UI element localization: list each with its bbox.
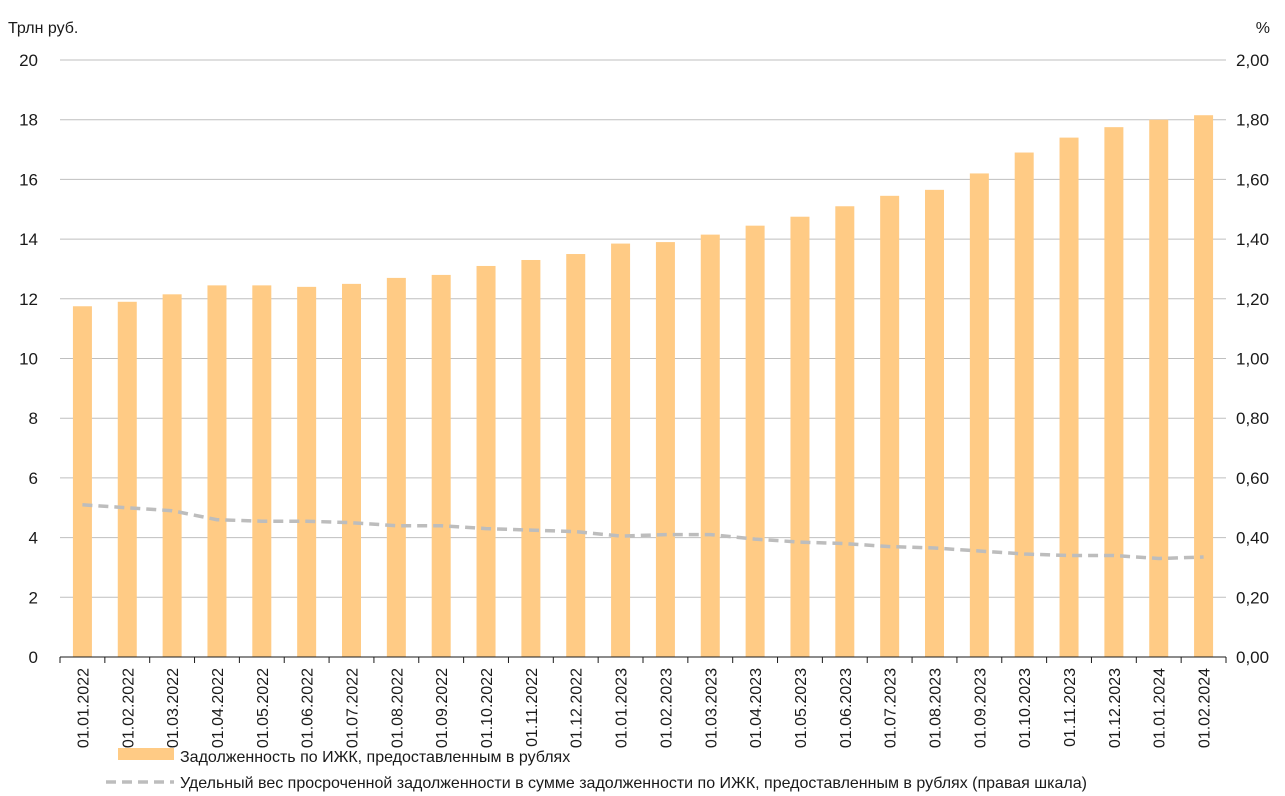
legend-bar-swatch xyxy=(118,748,174,760)
gridlines xyxy=(60,59,1226,598)
legend-line-label: Удельный вес просроченной задолженности … xyxy=(180,775,1087,792)
x-tick-label: 01.06.2022 xyxy=(300,668,317,748)
x-tick-label: 01.04.2022 xyxy=(210,668,227,748)
y-left-tick-label: 6 xyxy=(29,469,38,488)
x-tick-label: 01.05.2023 xyxy=(793,668,810,748)
y-left-tick-label: 18 xyxy=(19,111,38,130)
legend: Задолженность по ИЖК, предоставленным в … xyxy=(106,748,1087,792)
legend-bar-label: Задолженность по ИЖК, предоставленным в … xyxy=(180,749,570,766)
y-left-tick-label: 2 xyxy=(29,588,38,607)
y-right-tick-label: 1,60 xyxy=(1236,170,1269,189)
x-tick-label: 01.09.2022 xyxy=(434,668,451,748)
bar xyxy=(790,216,810,657)
right-axis-unit-label: % xyxy=(1256,20,1270,37)
y-left-tick-label: 16 xyxy=(19,170,38,189)
x-tick-label: 01.06.2023 xyxy=(838,668,855,748)
x-tick-label: 01.02.2024 xyxy=(1197,668,1214,748)
bar xyxy=(342,283,361,657)
bar xyxy=(162,294,182,657)
bar xyxy=(207,285,227,657)
bar xyxy=(1194,115,1214,657)
y-right-tick-label: 0,40 xyxy=(1236,529,1269,548)
bar xyxy=(969,173,989,657)
x-tick-label: 01.12.2023 xyxy=(1107,668,1124,748)
x-tick-label: 01.04.2023 xyxy=(748,668,765,748)
y-left-tick-label: 12 xyxy=(19,290,38,309)
axes: 0 2 4 6 8 10 12 14 16 18 20 0,00 0,20 0,40 0,60 0,80 1,0… xyxy=(19,51,1269,748)
y-right-tick-label: 1,80 xyxy=(1236,111,1269,130)
y-right-tick-label: 1,00 xyxy=(1236,350,1269,369)
left-axis-unit-label: Трлн руб. xyxy=(8,20,78,37)
x-tick-label: 01.10.2022 xyxy=(479,668,496,748)
x-tick-label: 01.07.2022 xyxy=(345,668,362,748)
bar xyxy=(1059,137,1079,658)
bar xyxy=(925,189,944,657)
bar xyxy=(880,195,900,657)
bar xyxy=(655,242,675,657)
bar xyxy=(700,234,720,657)
y-left-tick-label: 8 xyxy=(29,409,38,428)
x-tick-label: 01.02.2022 xyxy=(120,668,137,748)
x-tick-label: 01.03.2022 xyxy=(165,668,182,748)
bar xyxy=(1104,127,1124,658)
bar xyxy=(431,274,451,657)
y-left-tick-label: 20 xyxy=(19,51,38,70)
bar xyxy=(1149,119,1169,657)
x-tick-label: 01.12.2022 xyxy=(569,668,586,748)
bar xyxy=(117,301,137,657)
y-right-tick-label: 0,20 xyxy=(1236,588,1269,607)
bar xyxy=(835,206,855,657)
y-left-tick-label: 10 xyxy=(19,350,38,369)
x-tick-label: 01.05.2022 xyxy=(255,668,272,748)
bar-series xyxy=(72,115,1214,658)
bar xyxy=(521,259,541,657)
bar xyxy=(566,254,586,657)
bar xyxy=(745,225,765,658)
x-tick-label: 01.02.2023 xyxy=(658,668,675,748)
bar xyxy=(252,285,272,657)
x-tick-label: 01.08.2022 xyxy=(389,668,406,748)
y-right-tick-label: 2,00 xyxy=(1236,51,1269,70)
x-tick-label: 01.03.2023 xyxy=(703,668,720,748)
bar xyxy=(297,286,317,657)
bar xyxy=(476,265,496,657)
y-right-tick-label: 0,00 xyxy=(1236,648,1269,667)
y-right-tick-label: 1,40 xyxy=(1236,230,1269,249)
y-right-tick-label: 0,60 xyxy=(1236,469,1269,488)
x-tick-label: 01.11.2023 xyxy=(1062,668,1079,747)
line-series xyxy=(82,503,1204,561)
bar xyxy=(611,243,631,657)
line-series-path xyxy=(82,503,1204,561)
y-left-tick-label: 0 xyxy=(29,648,38,667)
y-left-tick-label: 4 xyxy=(29,529,38,548)
x-tick-label: 01.07.2023 xyxy=(883,668,900,748)
x-tick-label: 01.08.2023 xyxy=(928,668,945,748)
x-tick-label: 01.09.2023 xyxy=(972,668,989,748)
y-right-tick-label: 0,80 xyxy=(1236,409,1269,428)
bar xyxy=(72,306,92,657)
x-tick-label: 01.10.2023 xyxy=(1017,668,1034,748)
y-left-tick-label: 14 xyxy=(19,230,38,249)
x-tick-label: 01.01.2023 xyxy=(614,668,631,748)
x-tick-label: 01.01.2024 xyxy=(1152,668,1169,748)
x-tick-label: 01.11.2022 xyxy=(524,668,541,747)
bar xyxy=(1014,152,1034,657)
x-tick-label: 01.01.2022 xyxy=(75,668,92,748)
bar xyxy=(386,277,406,657)
y-right-tick-label: 1,20 xyxy=(1236,290,1269,309)
